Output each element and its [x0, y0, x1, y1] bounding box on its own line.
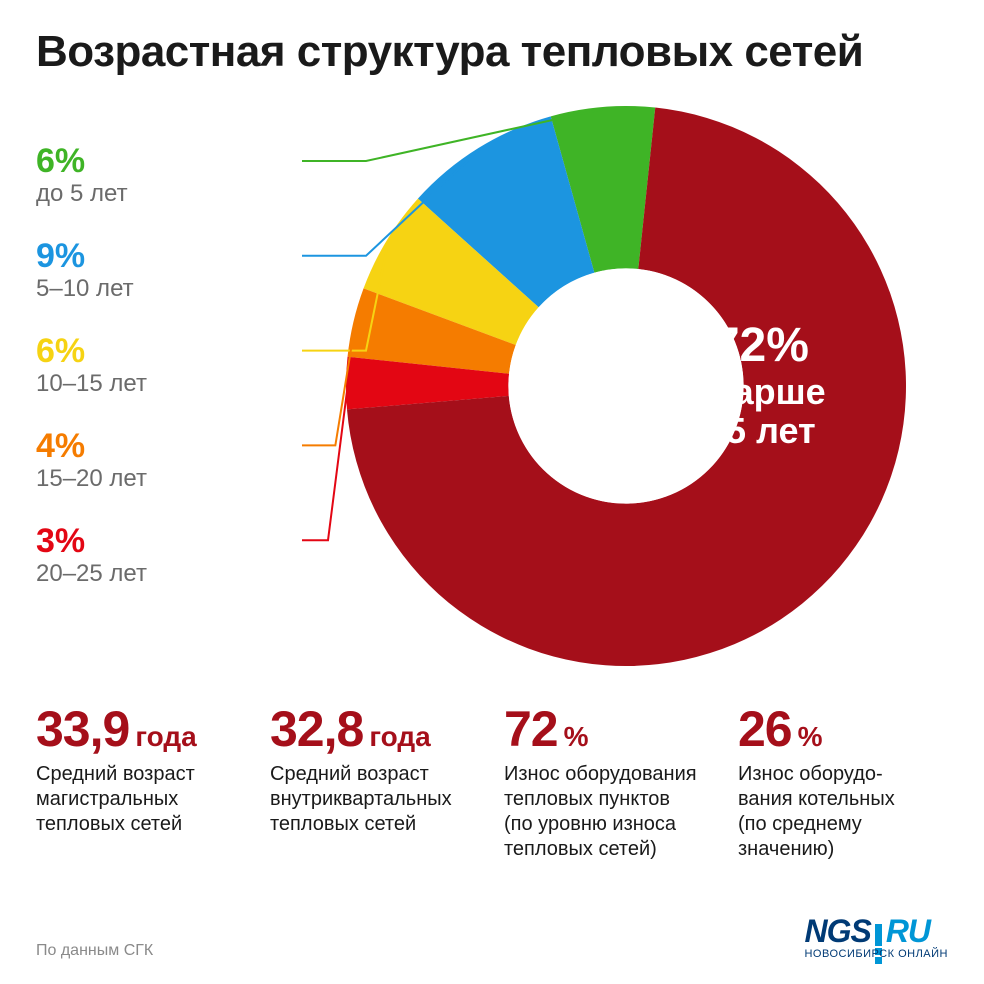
logo-text-ngs: NGS	[804, 913, 870, 950]
page-title: Возрастная структура тепловых сетей	[36, 28, 948, 76]
legend-text: 10–15 лет	[36, 370, 296, 399]
legend-item: 4%15–20 лет	[36, 429, 296, 494]
legend-pct: 6%	[36, 144, 296, 178]
stat-block: 72%Износ оборудования тепловых пунктов (…	[504, 700, 714, 862]
center-pct: 72%	[696, 322, 826, 372]
legend: 6%до 5 лет9%5–10 лет6%10–15 лет4%15–20 л…	[36, 144, 296, 618]
stat-value: 72%	[504, 700, 714, 758]
stat-value: 32,8года	[270, 700, 480, 758]
legend-pct: 9%	[36, 239, 296, 273]
legend-item: 6%10–15 лет	[36, 334, 296, 399]
footer: По данным СГК NGS RU НОВОСИБИРСК ОНЛАЙН	[36, 913, 948, 960]
stat-value: 33,9года	[36, 700, 246, 758]
logo-squares-icon	[875, 924, 882, 940]
legend-pct: 3%	[36, 524, 296, 558]
stat-value: 26%	[738, 700, 948, 758]
chart-area: 6%до 5 лет9%5–10 лет6%10–15 лет4%15–20 л…	[36, 86, 948, 676]
legend-item: 3%20–25 лет	[36, 524, 296, 589]
stat-desc: Износ оборудо- вания котельных (по средн…	[738, 762, 948, 862]
legend-item: 6%до 5 лет	[36, 144, 296, 209]
legend-text: 15–20 лет	[36, 465, 296, 494]
donut-chart: 72% старше 25 лет	[336, 96, 916, 676]
stat-block: 26%Износ оборудо- вания котельных (по ср…	[738, 700, 948, 862]
stat-block: 33,9годаСредний возраст магистральных те…	[36, 700, 246, 862]
stat-desc: Износ оборудования тепловых пунктов (по …	[504, 762, 714, 862]
legend-pct: 6%	[36, 334, 296, 368]
stats-row: 33,9годаСредний возраст магистральных те…	[36, 700, 948, 862]
logo: NGS RU НОВОСИБИРСК ОНЛАЙН	[804, 913, 948, 960]
legend-text: 5–10 лет	[36, 275, 296, 304]
legend-pct: 4%	[36, 429, 296, 463]
donut-center-label: 72% старше 25 лет	[696, 322, 826, 452]
center-txt: старше 25 лет	[696, 372, 826, 451]
data-source: По данным СГК	[36, 942, 153, 960]
logo-text-ru: RU	[886, 913, 930, 950]
logo-subtitle: НОВОСИБИРСК ОНЛАЙН	[804, 948, 948, 960]
stat-desc: Средний возраст внутриквартальных теплов…	[270, 762, 480, 837]
legend-item: 9%5–10 лет	[36, 239, 296, 304]
stat-desc: Средний возраст магистральных тепловых с…	[36, 762, 246, 837]
stat-block: 32,8годаСредний возраст внутриквартальны…	[270, 700, 480, 862]
legend-text: до 5 лет	[36, 180, 296, 209]
legend-text: 20–25 лет	[36, 560, 296, 589]
